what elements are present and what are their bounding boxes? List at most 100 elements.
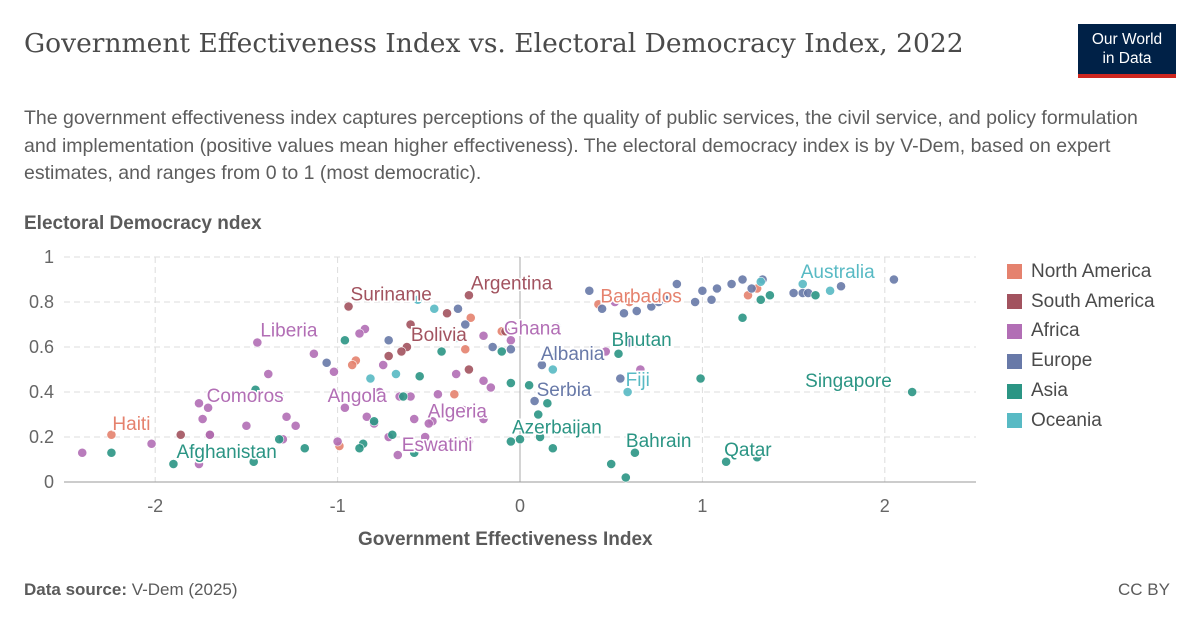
- x-tick-label: 0: [515, 496, 525, 516]
- owid-logo[interactable]: Our World in Data: [1078, 24, 1176, 78]
- data-point: [383, 351, 394, 361]
- data-point: [374, 387, 385, 397]
- data-point: [726, 279, 737, 289]
- data-point: [764, 290, 775, 301]
- data-point: [263, 369, 274, 379]
- data-point: [697, 285, 708, 296]
- data-point: [451, 333, 462, 343]
- point-label: Algeria: [428, 402, 488, 423]
- license-link[interactable]: CC BY: [1118, 580, 1170, 599]
- data-source-label: Data source:: [24, 580, 127, 599]
- data-point: [737, 274, 748, 285]
- data-point: [281, 411, 292, 422]
- data-point: [487, 342, 498, 352]
- data-point: [609, 297, 620, 307]
- logo-line-2: in Data: [1102, 50, 1152, 67]
- data-point: [690, 297, 701, 307]
- legend-label: Asia: [1031, 380, 1068, 402]
- data-point: [615, 373, 626, 384]
- point-label: Eswatini: [402, 435, 473, 456]
- data-point: [755, 294, 766, 305]
- data-point: [622, 387, 633, 397]
- data-point: [500, 326, 511, 337]
- y-tick-label: 0: [44, 472, 54, 492]
- data-point: [752, 452, 763, 463]
- data-point: [755, 276, 766, 287]
- legend-item[interactable]: Europe: [1007, 346, 1155, 376]
- data-point: [248, 456, 259, 467]
- legend-swatch: [1007, 264, 1022, 280]
- data-point: [398, 391, 409, 402]
- data-point: [635, 364, 646, 375]
- logo-line-1: Our World: [1091, 31, 1163, 48]
- data-point: [524, 380, 535, 391]
- point-label: Argentina: [471, 273, 553, 294]
- data-point: [907, 387, 918, 397]
- x-tick-label: -1: [330, 496, 346, 516]
- legend-item[interactable]: North America: [1007, 257, 1155, 287]
- x-tick-label: -2: [147, 496, 163, 516]
- legend-item[interactable]: Oceania: [1007, 406, 1155, 436]
- data-point: [584, 285, 595, 296]
- data-point: [551, 351, 562, 361]
- data-point: [547, 364, 558, 375]
- data-point: [797, 279, 808, 289]
- data-point: [392, 450, 403, 460]
- point-label: Bhutan: [611, 330, 671, 351]
- data-point: [361, 411, 372, 422]
- data-point: [347, 360, 358, 370]
- point-label: Bolivia: [411, 325, 467, 346]
- legend-item[interactable]: South America: [1007, 287, 1155, 317]
- legend-item[interactable]: Africa: [1007, 317, 1155, 347]
- point-label: Fiji: [626, 370, 650, 391]
- point-label: Qatar: [724, 440, 772, 461]
- data-point: [409, 447, 420, 458]
- data-point: [106, 429, 117, 440]
- legend-item[interactable]: Asia: [1007, 376, 1155, 406]
- point-label: Haiti: [112, 414, 150, 435]
- data-point: [383, 335, 394, 346]
- data-point: [175, 429, 186, 440]
- data-point: [203, 402, 213, 413]
- data-point: [458, 405, 469, 415]
- data-point: [485, 382, 496, 393]
- chart-title: Government Effectiveness Index vs. Elect…: [24, 28, 964, 59]
- data-point: [405, 319, 416, 330]
- point-label: Serbia: [537, 380, 592, 401]
- point-label: Afghanistan: [176, 442, 276, 463]
- data-point: [241, 420, 252, 431]
- data-point: [451, 369, 462, 379]
- x-tick-label: 1: [697, 496, 707, 516]
- data-point: [409, 414, 420, 424]
- data-point: [354, 443, 365, 454]
- data-point: [460, 344, 471, 355]
- data-point: [442, 308, 452, 319]
- data-point: [535, 432, 545, 442]
- data-point: [436, 346, 447, 357]
- chart-subtitle: The government effectiveness index captu…: [24, 107, 1138, 184]
- data-point: [889, 274, 899, 285]
- data-point: [321, 357, 332, 368]
- data-point: [460, 319, 471, 330]
- legend-swatch: [1007, 383, 1022, 399]
- data-point: [536, 360, 547, 370]
- data-point: [77, 447, 88, 458]
- data-point: [836, 281, 846, 292]
- scatter-plot: 0 0.2 0.4 0.6 0.8 1 -2 -1 0 1 2 Haiti Barbados Surina…: [29, 247, 976, 516]
- data-point: [429, 303, 440, 314]
- data-point: [653, 297, 664, 307]
- data-point: [274, 434, 285, 445]
- legend-label: Oceania: [1031, 409, 1102, 431]
- data-point: [332, 436, 343, 447]
- data-point: [606, 459, 617, 469]
- data-point: [737, 312, 748, 323]
- y-tick-label: 0.6: [29, 337, 54, 357]
- data-point: [438, 438, 449, 449]
- data-point: [478, 375, 489, 386]
- y-tick-label: 0.2: [29, 427, 54, 447]
- point-label: Suriname: [351, 285, 432, 306]
- data-point: [646, 301, 657, 312]
- data-point: [250, 384, 261, 395]
- data-point: [533, 409, 544, 420]
- data-point: [464, 364, 474, 375]
